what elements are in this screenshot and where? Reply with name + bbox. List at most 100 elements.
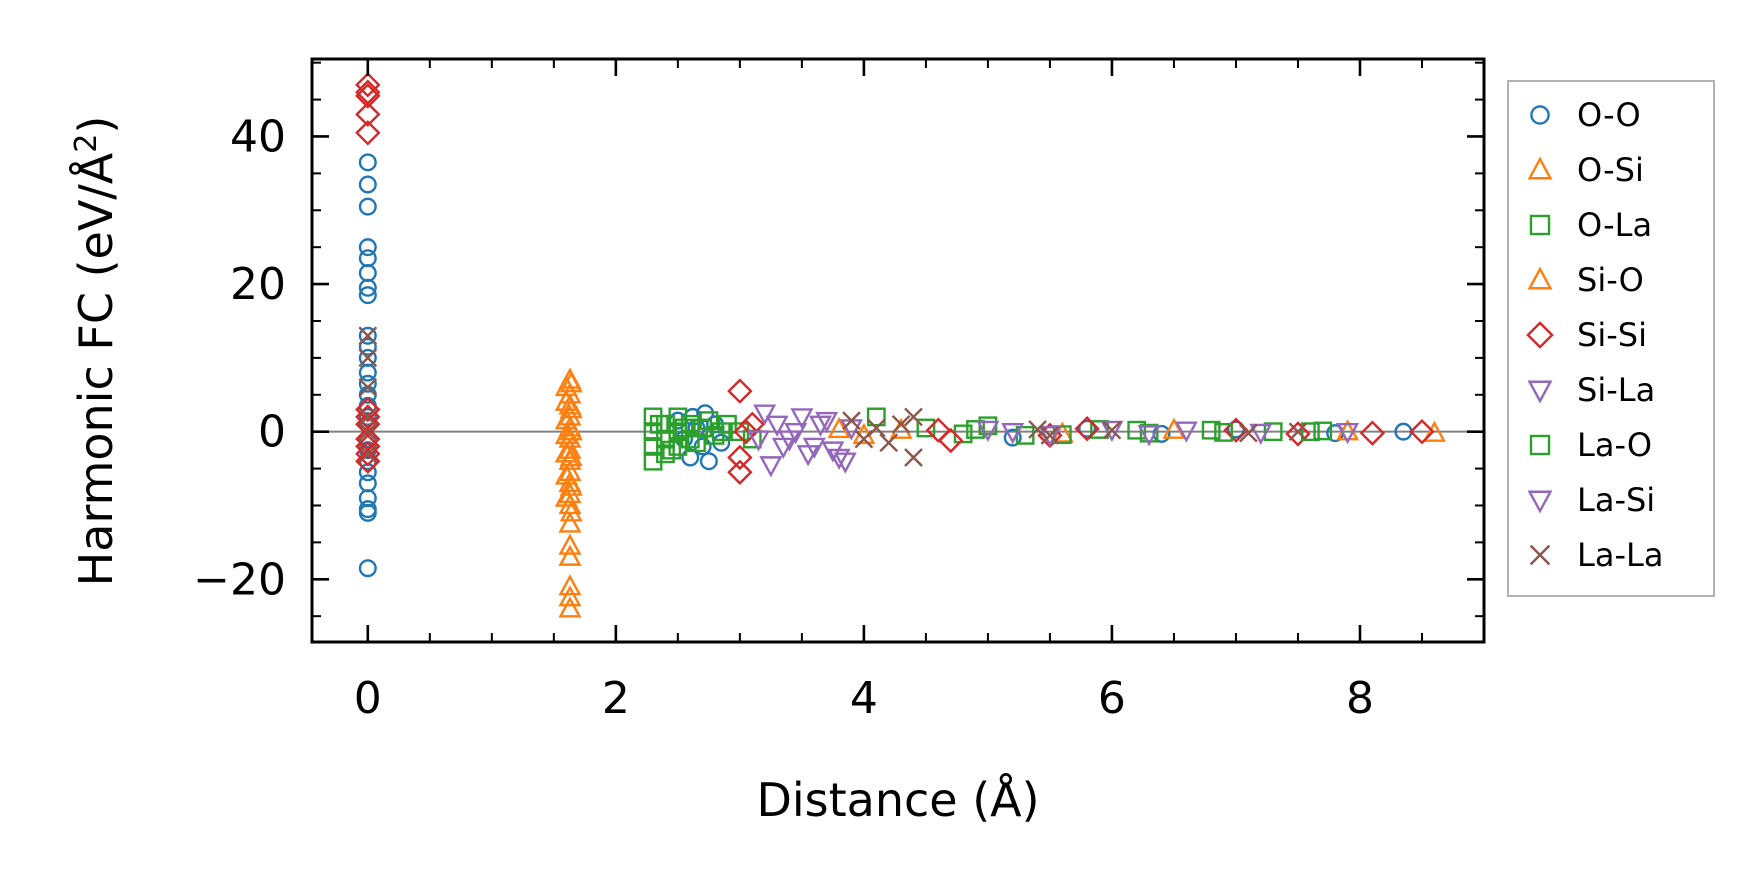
data-point-si-o	[559, 419, 583, 441]
legend-label-la-la: La-La	[1577, 536, 1663, 574]
data-point-la-la	[1028, 420, 1047, 439]
data-point-o-si	[558, 585, 582, 607]
data-point-la-o	[1127, 420, 1147, 440]
data-point-o-o	[358, 175, 377, 194]
y-tick-label: 40	[230, 111, 286, 162]
data-point-si-si	[1409, 418, 1435, 445]
data-point-la-si	[821, 441, 845, 463]
data-point-o-si	[558, 437, 582, 459]
data-point-si-si	[925, 417, 952, 443]
data-point-la-la	[358, 422, 378, 442]
data-point-la-o	[1300, 422, 1320, 442]
data-point-la-o	[687, 433, 706, 453]
data-point-si-la	[802, 437, 826, 459]
x-tick-label: 6	[1098, 673, 1126, 724]
data-point-si-si	[355, 396, 381, 423]
data-point-si-si	[1359, 420, 1386, 446]
data-point-la-o	[1214, 423, 1233, 442]
data-point-o-la	[1263, 422, 1283, 442]
data-point-o-o	[358, 197, 377, 216]
data-point-si-o	[559, 500, 583, 522]
y-tick-label: −20	[193, 554, 286, 605]
data-point-o-si	[558, 533, 582, 555]
data-point-o-o	[358, 286, 377, 305]
data-point-o-si	[558, 544, 582, 566]
data-point-la-la	[904, 407, 923, 427]
legend-label-o-o: O-O	[1577, 96, 1641, 134]
data-point-o-o	[358, 238, 377, 257]
x-tick-label: 2	[602, 673, 630, 724]
legend: O-O O-Si O-La Si-O Si-Si Si-La La-O La-Si La-La	[1507, 80, 1715, 597]
data-points	[355, 72, 1446, 618]
data-point-si-o	[559, 371, 583, 393]
legend-marker-o-si	[1527, 156, 1553, 180]
data-point-si-si	[355, 448, 381, 474]
x-axis-title: Distance (Å)	[756, 773, 1039, 827]
x-tick-label: 0	[354, 673, 382, 724]
legend-label-la-o: La-O	[1577, 426, 1652, 464]
data-point-la-si	[1249, 423, 1273, 445]
legend-label-si-la: Si-La	[1577, 371, 1655, 409]
data-point-o-si	[558, 596, 582, 618]
tick-labels: 0 2 4 6 8 −20 0 20 40	[193, 111, 1374, 724]
data-point-si-si	[355, 72, 381, 98]
data-point-si-la	[790, 408, 814, 430]
data-point-la-la	[1040, 426, 1060, 445]
data-point-si-si	[355, 101, 381, 128]
data-point-si-si	[727, 459, 753, 485]
data-point-la-si	[1100, 420, 1124, 442]
plot-frame	[310, 57, 1486, 644]
data-point-la-si	[759, 456, 783, 478]
data-point-o-si	[554, 485, 578, 507]
y-axis-title-superscript: 2	[69, 134, 104, 153]
data-point-la-la	[1239, 423, 1258, 443]
data-point-o-la	[916, 418, 936, 438]
data-point-la-o	[649, 414, 669, 434]
data-point-si-si	[355, 120, 381, 146]
data-point-la-si	[1137, 425, 1161, 447]
data-point-o-o	[358, 374, 377, 393]
data-point-la-o	[662, 440, 682, 460]
data-point-o-la	[1201, 420, 1221, 440]
data-point-o-o	[358, 337, 377, 356]
data-point-la-si	[796, 445, 820, 467]
legend-marker-la-la	[1529, 544, 1551, 566]
data-point-si-la	[815, 411, 839, 434]
data-point-la-la	[891, 414, 911, 434]
data-point-o-la	[953, 424, 973, 444]
data-point-si-la	[765, 415, 789, 437]
y-axis-title: Harmonic FC (eV/Å2)	[69, 116, 123, 587]
data-point-o-si	[558, 511, 582, 533]
data-point-si-o	[559, 397, 583, 419]
data-point-o-la	[705, 425, 725, 445]
data-point-si-si	[1285, 421, 1311, 447]
data-point-la-si	[833, 452, 857, 474]
data-point-o-si	[1422, 420, 1446, 442]
data-point-la-la	[358, 378, 378, 397]
data-point-la-si	[1174, 421, 1198, 443]
data-point-la-la	[904, 448, 923, 467]
data-point-la-si	[808, 415, 833, 437]
data-point-si-si	[355, 433, 381, 460]
data-point-la-la	[358, 348, 378, 368]
data-point-la-o	[699, 411, 719, 431]
data-point-o-o	[358, 500, 377, 519]
data-point-si-la	[753, 404, 777, 426]
legend-marker-la-o	[1529, 434, 1551, 456]
legend-box	[1507, 80, 1715, 597]
data-point-o-la	[1313, 421, 1333, 441]
data-point-o-si	[1162, 417, 1186, 439]
data-point-o-la	[866, 407, 886, 427]
data-point-la-la	[358, 444, 378, 464]
data-point-si-si	[355, 441, 381, 467]
data-point-la-o	[674, 418, 694, 438]
data-point-o-si	[554, 441, 578, 463]
data-point-o-o	[1003, 428, 1022, 447]
data-point-la-la	[358, 326, 378, 346]
data-point-o-o	[358, 278, 377, 297]
data-point-o-si	[558, 481, 582, 504]
legend-items: O-O O-Si O-La Si-O Si-Si Si-La La-O La-Si La-La	[1526, 96, 1663, 574]
data-point-si-si	[727, 444, 753, 471]
data-point-o-o	[699, 452, 718, 471]
